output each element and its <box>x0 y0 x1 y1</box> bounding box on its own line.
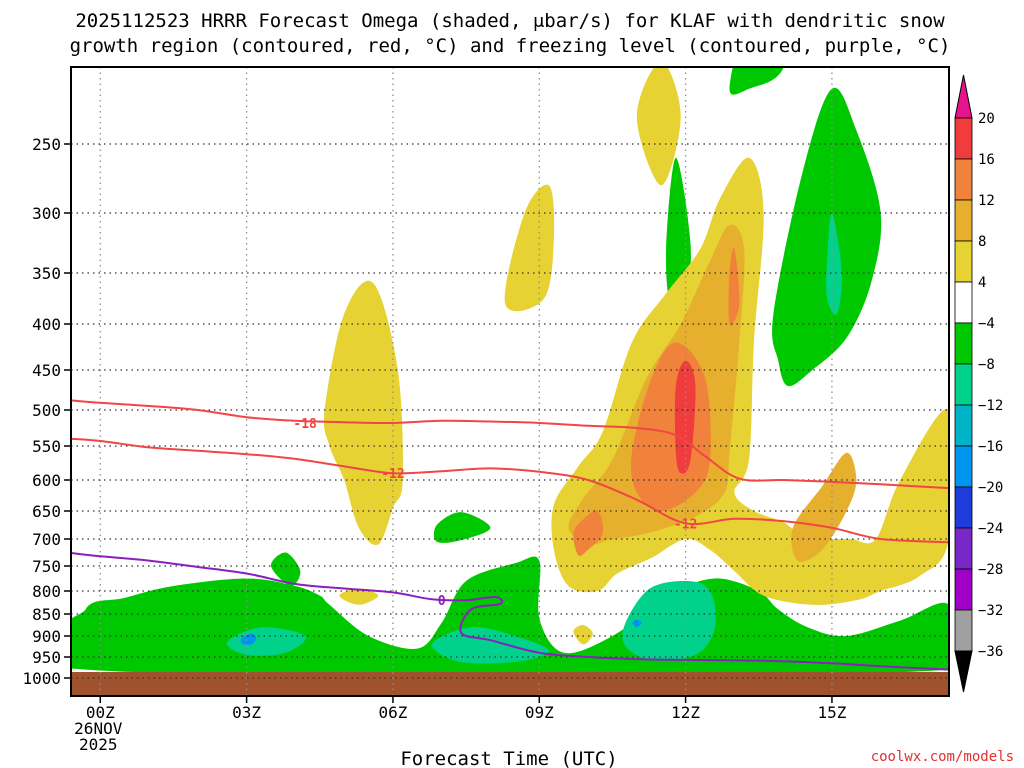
colorbar-bottom-arrow <box>954 650 973 693</box>
y-tick-label: 700 <box>32 530 61 549</box>
colorbar-legend: 20 16 12 8 4 −4 −8 −12 −16 −20 −24 −28 −32 −36 <box>954 74 1003 693</box>
x-tick-label: 06Z <box>378 703 407 722</box>
colorbar-swatch <box>954 527 973 570</box>
omega-region-22 <box>728 248 740 326</box>
y-tick-label: 550 <box>32 437 61 456</box>
omega-region-14 <box>636 67 681 186</box>
x-tick-label: 09Z <box>525 703 554 722</box>
colorbar-label: 4 <box>978 275 986 291</box>
colorbar-label: −28 <box>978 562 1003 578</box>
y-tick-label: 850 <box>32 605 61 624</box>
contour-label: -18 <box>293 417 317 432</box>
contour-label: -12 <box>674 517 697 532</box>
colorbar-label: −20 <box>978 480 1003 496</box>
y-tick-label: 750 <box>32 557 61 576</box>
y-tick-label: 250 <box>32 135 61 154</box>
colorbar-label: 8 <box>978 234 986 250</box>
x-tick-date: 26NOV <box>74 719 123 738</box>
y-tick-label: 300 <box>32 204 61 223</box>
chart-title-line-1: 2025112523 HRRR Forecast Omega (shaded, … <box>75 10 945 32</box>
colorbar-swatch <box>954 404 973 447</box>
omega-region-5 <box>631 619 642 628</box>
omega-region-10 <box>433 512 491 543</box>
colorbar-swatch <box>954 568 973 611</box>
y-tick-label: 600 <box>32 471 61 490</box>
omega-region-11 <box>270 552 301 587</box>
omega-region-9 <box>729 67 784 95</box>
omega-region-19 <box>791 452 857 562</box>
contour-line <box>71 399 949 490</box>
colorbar-swatch <box>954 158 973 201</box>
omega-region-13 <box>504 184 555 312</box>
contour-line <box>71 552 949 671</box>
colorbar-label: −16 <box>978 439 1003 455</box>
x-tick-year: 2025 <box>79 735 118 754</box>
colorbar-top-arrow <box>954 74 973 119</box>
omega-region-16 <box>573 624 593 645</box>
colorbar-swatch <box>954 117 973 160</box>
y-tick-label: 900 <box>32 627 61 646</box>
colorbar-swatch <box>954 240 973 283</box>
colorbar-swatch <box>954 363 973 406</box>
y-tick-label: 400 <box>32 315 61 334</box>
chart-title-line-2: growth region (contoured, red, °C) and f… <box>70 35 951 57</box>
omega-region-20 <box>573 510 604 557</box>
site-credit: coolwx.com/models <box>871 749 1014 765</box>
omega-region-7 <box>772 87 882 387</box>
colorbar-label: 20 <box>978 111 995 127</box>
y-tick-label: 500 <box>32 401 61 420</box>
omega-region-4 <box>240 633 257 645</box>
colorbar-label: −24 <box>978 521 1003 537</box>
y-axis: 250 300 350 400 450 500 550 600 650 700 750 800 850 9… <box>22 135 71 688</box>
colorbar-swatch <box>954 445 973 488</box>
temperature-contours: -18 -12 -12 0 <box>71 399 949 671</box>
x-tick-label: 12Z <box>671 703 700 722</box>
colorbar-swatch <box>954 486 973 529</box>
x-axis-title: Forecast Time (UTC) <box>400 748 617 768</box>
colorbar-label: 12 <box>978 193 995 209</box>
y-tick-label: 350 <box>32 264 61 283</box>
omega-region-15 <box>339 588 379 605</box>
colorbar-label: 16 <box>978 152 995 168</box>
omega-region-8 <box>826 212 842 315</box>
colorbar-swatch <box>954 609 973 652</box>
y-tick-label: 450 <box>32 361 61 380</box>
ground-surface <box>71 672 949 696</box>
colorbar-label: −4 <box>978 316 995 332</box>
contour-line <box>71 437 949 544</box>
y-tick-label: 650 <box>32 502 61 521</box>
contour-label: 0 <box>438 594 446 609</box>
x-tick-label: 03Z <box>232 703 261 722</box>
omega-region-2 <box>431 627 550 664</box>
y-tick-label: 1000 <box>22 669 61 688</box>
omega-region-12 <box>323 280 403 546</box>
plot-frame <box>70 66 950 697</box>
omega-shading-layer <box>71 67 949 678</box>
x-tick-label: 00Z <box>86 703 115 722</box>
contour-label: -12 <box>381 467 404 482</box>
colorbar-label: −32 <box>978 603 1003 619</box>
colorbar-label: −36 <box>978 644 1003 660</box>
colorbar-swatch <box>954 199 973 242</box>
y-tick-label: 950 <box>32 648 61 667</box>
colorbar-swatch <box>954 322 973 365</box>
colorbar-label: −8 <box>978 357 995 373</box>
colorbar-swatch <box>954 281 973 324</box>
omega-region-3 <box>622 581 716 661</box>
y-tick-label: 800 <box>32 582 61 601</box>
x-tick-label: 15Z <box>817 703 846 722</box>
colorbar-label: −12 <box>978 398 1003 414</box>
